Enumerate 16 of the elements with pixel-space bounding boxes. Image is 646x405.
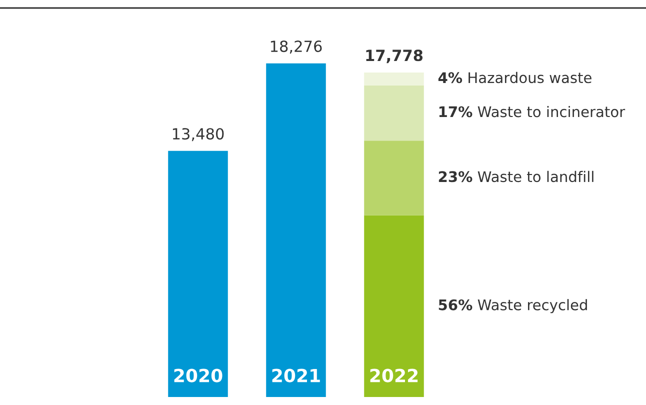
data-label: 18,276 <box>270 40 322 54</box>
bar <box>364 140 424 216</box>
data-label: 13,480 <box>172 128 224 142</box>
bar <box>364 85 424 141</box>
x-tick-label: 2020 <box>174 368 222 382</box>
series-label: 23% Waste to landfill <box>438 170 594 182</box>
bar <box>266 63 326 397</box>
x-tick-label: 2022 <box>370 368 418 382</box>
series-label: 17% Waste to incinerator <box>439 106 626 118</box>
series-label: 4% Hazardous waste <box>438 72 592 84</box>
series-label: 56% Waste recycled <box>438 299 587 314</box>
total-label: 17,778 <box>366 50 423 64</box>
x-tick-label: 2021 <box>272 368 320 382</box>
bar <box>364 72 424 86</box>
bar <box>364 215 424 397</box>
bar <box>168 150 228 397</box>
